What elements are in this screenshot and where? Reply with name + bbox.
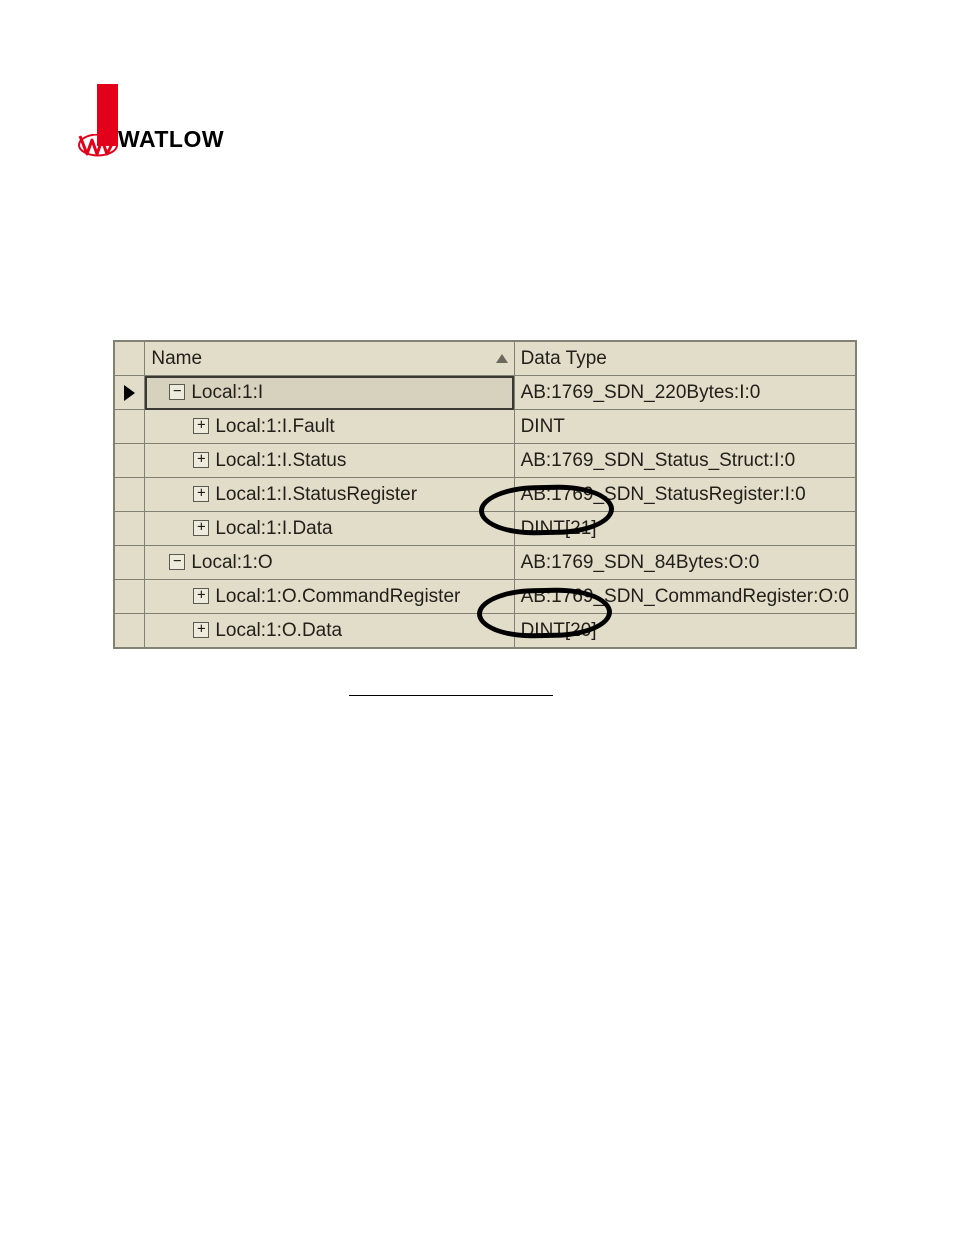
row-selector[interactable]: [115, 512, 145, 546]
watlow-logo: WATLOW: [92, 86, 262, 158]
cell-name[interactable]: + Local:1:I.StatusRegister: [145, 478, 514, 512]
expand-icon[interactable]: +: [193, 622, 209, 638]
expand-icon[interactable]: +: [193, 588, 209, 604]
table-row[interactable]: + Local:1:O.CommandRegister AB:1769_SDN_C…: [115, 580, 856, 614]
row-selector[interactable]: [115, 580, 145, 614]
cell-name[interactable]: + Local:1:I.Status: [145, 444, 514, 478]
tag-name: Local:1:I.Data: [215, 518, 332, 539]
tag-grid: Name Data Type −Local:1:I AB:1769_SDN_22…: [113, 340, 857, 649]
divider: [349, 695, 553, 696]
cell-name[interactable]: + Local:1:I.Fault: [145, 410, 514, 444]
table-row[interactable]: −Local:1:O AB:1769_SDN_84Bytes:O:0: [115, 546, 856, 580]
table-row[interactable]: −Local:1:I AB:1769_SDN_220Bytes:I:0: [115, 376, 856, 410]
header-type[interactable]: Data Type: [514, 342, 855, 376]
table-row[interactable]: + Local:1:I.Fault DINT: [115, 410, 856, 444]
cell-name[interactable]: + Local:1:O.CommandRegister: [145, 580, 514, 614]
cell-type: DINT[21]: [514, 512, 855, 546]
row-selector[interactable]: [115, 410, 145, 444]
collapse-icon[interactable]: −: [169, 384, 185, 400]
row-selector[interactable]: [115, 614, 145, 648]
cell-type: DINT[20]: [514, 614, 855, 648]
cell-type: AB:1769_SDN_220Bytes:I:0: [514, 376, 855, 410]
row-selector[interactable]: [115, 444, 145, 478]
cell-type: AB:1769_SDN_CommandRegister:O:0: [514, 580, 855, 614]
cell-type: DINT: [514, 410, 855, 444]
table-row[interactable]: + Local:1:I.StatusRegister AB:1769_SDN_St…: [115, 478, 856, 512]
sort-ascending-icon: [496, 354, 508, 363]
tag-name: Local:1:I.Status: [215, 450, 346, 471]
row-selector[interactable]: [115, 546, 145, 580]
table-row[interactable]: + Local:1:I.Status AB:1769_SDN_Status_Str…: [115, 444, 856, 478]
expand-icon[interactable]: +: [193, 418, 209, 434]
tag-name: Local:1:I: [191, 382, 263, 403]
header-type-label: Data Type: [521, 348, 607, 369]
table-row[interactable]: + Local:1:O.Data DINT[20]: [115, 614, 856, 648]
cell-name[interactable]: −Local:1:I: [145, 376, 514, 410]
cell-name[interactable]: + Local:1:O.Data: [145, 614, 514, 648]
tag-name: Local:1:O.Data: [215, 620, 342, 641]
current-row-arrow-icon: [124, 385, 135, 401]
cell-type: AB:1769_SDN_Status_Struct:I:0: [514, 444, 855, 478]
expand-icon[interactable]: +: [193, 452, 209, 468]
cell-name[interactable]: + Local:1:I.Data: [145, 512, 514, 546]
header-select: [115, 342, 145, 376]
row-selector[interactable]: [115, 376, 145, 410]
logo-mark-icon: [78, 134, 118, 157]
logo-text: WATLOW: [118, 126, 224, 153]
cell-name[interactable]: −Local:1:O: [145, 546, 514, 580]
tag-name: Local:1:I.StatusRegister: [215, 484, 417, 505]
tag-name: Local:1:O: [191, 552, 272, 573]
tag-name: Local:1:O.CommandRegister: [215, 586, 460, 607]
cell-type: AB:1769_SDN_StatusRegister:I:0: [514, 478, 855, 512]
expand-icon[interactable]: +: [193, 486, 209, 502]
tag-name: Local:1:I.Fault: [215, 416, 334, 437]
header-row: Name Data Type: [115, 342, 856, 376]
cell-type: AB:1769_SDN_84Bytes:O:0: [514, 546, 855, 580]
expand-icon[interactable]: +: [193, 520, 209, 536]
table-row[interactable]: + Local:1:I.Data DINT[21]: [115, 512, 856, 546]
row-selector[interactable]: [115, 478, 145, 512]
collapse-icon[interactable]: −: [169, 554, 185, 570]
header-name[interactable]: Name: [145, 342, 514, 376]
header-name-label: Name: [151, 348, 202, 369]
